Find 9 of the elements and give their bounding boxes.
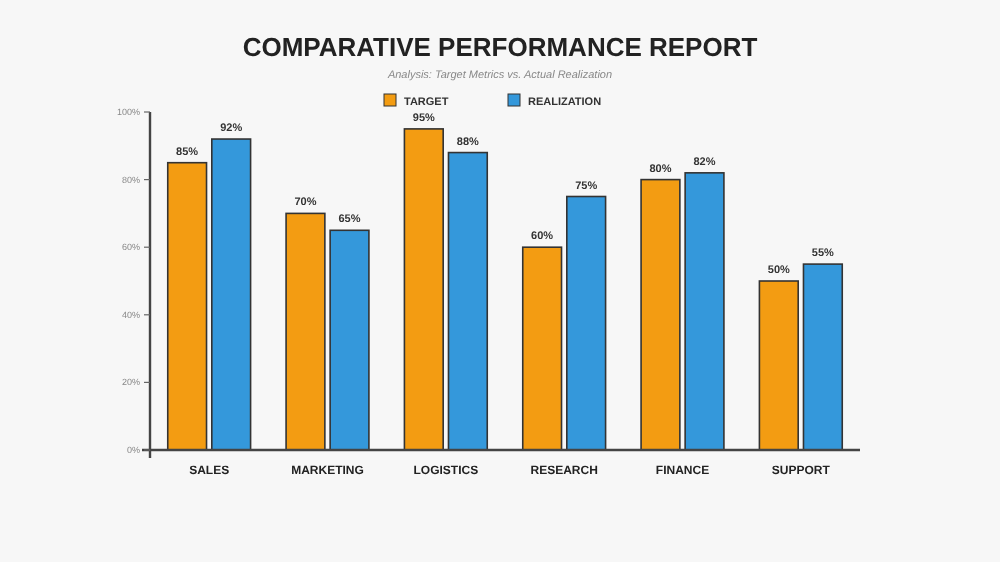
bar <box>758 280 799 451</box>
bar <box>521 246 563 451</box>
bar <box>566 195 607 451</box>
bar <box>403 128 444 451</box>
bar <box>211 138 252 451</box>
bar <box>802 263 844 451</box>
chart-title: COMPARATIVE PERFORMANCE REPORT <box>242 32 758 62</box>
bar <box>166 161 208 451</box>
bar <box>447 151 489 451</box>
